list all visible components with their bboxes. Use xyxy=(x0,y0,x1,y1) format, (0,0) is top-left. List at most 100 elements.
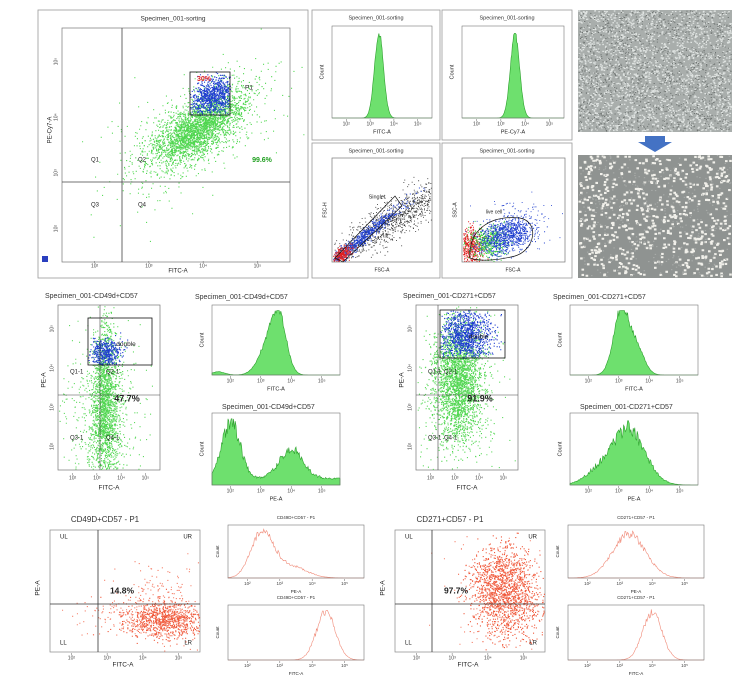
y-tick-label: 10⁴ xyxy=(407,364,413,372)
x-tick-label: 10³ xyxy=(449,655,457,661)
dot-cloud xyxy=(80,306,135,470)
arrow xyxy=(638,136,672,152)
y-axis-label: Count xyxy=(319,64,325,79)
plot-title: Specimen_001-CD49d+CD57 xyxy=(45,293,138,300)
percent-label: 97.7% xyxy=(444,585,469,595)
y-tick-label: 10² xyxy=(53,225,59,233)
x-axis-label: FITC-A xyxy=(267,386,285,392)
plot-title: CD49D+CD57 - P1 xyxy=(71,515,140,524)
gate-label: double xyxy=(116,341,136,348)
histogram-title: Specimen_001-CD49d+CD57 xyxy=(222,404,315,411)
y-tick-label: 10² xyxy=(407,442,413,450)
y-axis-label: PE-A xyxy=(35,580,42,596)
y-axis-label: Count xyxy=(215,545,220,558)
x-tick-label: 10⁴ xyxy=(645,488,653,494)
x-tick-label: 10⁴ xyxy=(309,581,316,586)
x-tick-label: 10⁴ xyxy=(309,663,316,668)
x-tick-label: 10³ xyxy=(93,475,101,481)
plot-frame xyxy=(211,412,341,486)
x-tick-label: 10² xyxy=(244,581,251,586)
plot-frame xyxy=(61,27,291,263)
histogram xyxy=(211,418,341,486)
y-tick-label: 10⁵ xyxy=(407,325,413,333)
x-axis-label: FITC-A xyxy=(113,662,135,669)
quadrant-label: Q4-1 xyxy=(106,436,120,442)
x-tick-label: 10² xyxy=(68,655,76,661)
x-tick-label: 10³ xyxy=(277,581,284,586)
x-axis-label: PE-A xyxy=(270,496,283,502)
quadrant-label: LL xyxy=(405,641,412,647)
plot-frame xyxy=(461,25,565,119)
x-tick-label: 10² xyxy=(244,663,251,668)
x-tick-label: 10⁵ xyxy=(681,663,688,668)
y-axis-label: PE-A xyxy=(399,372,406,388)
y-axis-label: Count xyxy=(555,626,560,639)
histogram xyxy=(227,528,364,579)
percent-label: 47.7% xyxy=(114,393,140,403)
plot-frame xyxy=(331,25,433,119)
corner-icon xyxy=(42,256,48,262)
x-tick-label: 10³ xyxy=(617,581,624,586)
y-axis-label: Count xyxy=(557,441,563,456)
x-tick-label: 10⁴ xyxy=(117,475,125,481)
panel-frame xyxy=(441,142,573,279)
x-tick-label: 10⁵ xyxy=(414,121,422,127)
x-tick-label: 10² xyxy=(473,121,481,127)
x-axis-label: FSC-A xyxy=(506,267,522,273)
x-tick-label: 10² xyxy=(91,263,99,269)
percent-label: 91.9% xyxy=(467,393,493,403)
x-tick-label: 10² xyxy=(227,378,235,384)
x-tick-label: 10² xyxy=(584,581,591,586)
quadrant-label: Q3-1 xyxy=(70,436,84,442)
histogram-title: Specimen_001-CD271+CD57 xyxy=(553,294,646,301)
y-tick-label: 10² xyxy=(49,442,55,450)
dot-cloud xyxy=(190,72,232,117)
x-tick-label: 10⁴ xyxy=(649,581,656,586)
x-tick-label: 10² xyxy=(227,488,235,494)
plot-frame xyxy=(49,529,201,653)
y-tick-label: 10³ xyxy=(53,169,59,177)
quadrant-label: LL xyxy=(60,641,67,647)
x-axis-label: PE-A xyxy=(291,589,302,594)
dot-cloud xyxy=(463,220,515,262)
x-tick-label: 10⁴ xyxy=(199,263,207,269)
dot-cloud xyxy=(62,580,181,636)
dot-cloud xyxy=(458,532,545,651)
y-tick-label: 10³ xyxy=(49,403,55,411)
x-tick-label: 10⁴ xyxy=(287,488,295,494)
plot-title: Specimen_001-CD271+CD57 xyxy=(403,293,496,300)
dot-cloud xyxy=(88,332,129,366)
dot-cloud xyxy=(333,243,358,262)
x-tick-label: 10⁵ xyxy=(175,655,183,661)
quadrant-label: Q2-1 xyxy=(444,370,458,376)
x-tick-label: 10⁵ xyxy=(318,488,326,494)
dot-cloud xyxy=(469,206,548,261)
plot-title: Specimen_001-sorting xyxy=(479,148,534,154)
y-axis-label: Count xyxy=(557,332,563,347)
histogram-title: Specimen_001-sorting xyxy=(348,15,403,21)
y-axis-label: Count xyxy=(555,545,560,558)
plot-frame xyxy=(57,304,161,471)
x-tick-label: 10⁵ xyxy=(341,663,348,668)
quadrant-label: Q3-1 xyxy=(428,436,442,442)
x-tick-label: 10³ xyxy=(277,663,284,668)
x-axis-label: PE-A xyxy=(631,589,642,594)
y-axis-label: PE-Cy7-A xyxy=(48,117,54,144)
x-axis-label: FSC-A xyxy=(375,267,391,273)
histogram-title: CD49D+CD57 - P1 xyxy=(277,595,316,600)
y-axis-label: Count xyxy=(199,332,205,347)
gate-label: P1 xyxy=(245,85,253,92)
x-tick-label: 10² xyxy=(343,121,351,127)
y-axis-label: Count xyxy=(449,64,455,79)
quadrant-label: Q4 xyxy=(138,203,147,209)
y-axis-label: Count xyxy=(215,626,220,639)
quadrant-label: Q3 xyxy=(91,203,100,209)
histogram-title: Specimen_001-CD271+CD57 xyxy=(580,404,673,411)
x-tick-label: 10⁴ xyxy=(521,121,529,127)
plot-title: Specimen_001-sorting xyxy=(140,16,205,23)
quadrant-label: UL xyxy=(60,535,68,541)
plot-title: CD271+CD57 - P1 xyxy=(417,515,484,524)
x-tick-label: 10⁵ xyxy=(520,655,528,661)
x-tick-label: 10² xyxy=(427,475,435,481)
